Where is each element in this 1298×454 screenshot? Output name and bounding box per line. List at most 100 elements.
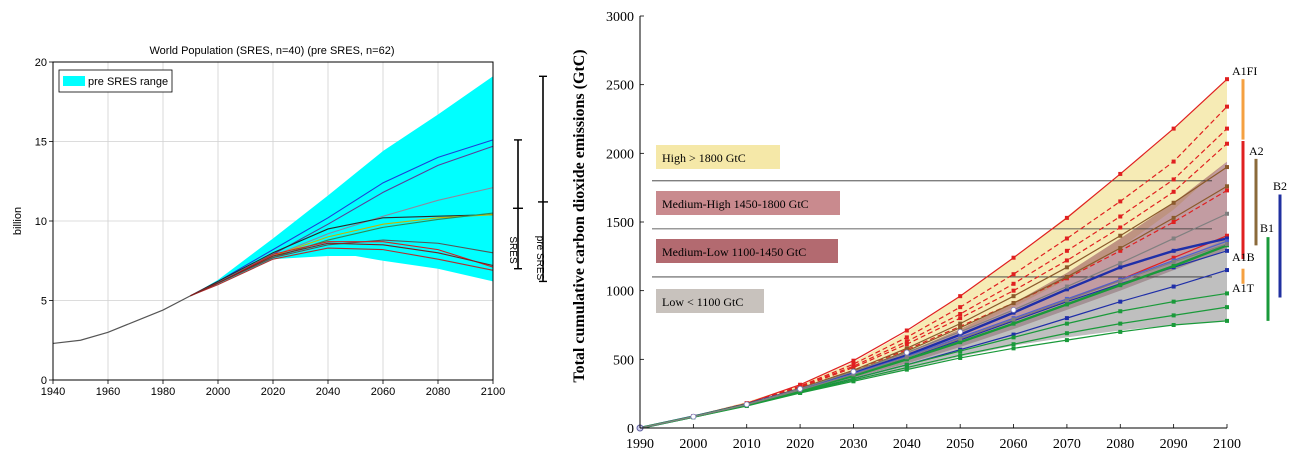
emission-point <box>904 328 909 333</box>
emission-point <box>1011 346 1016 351</box>
population-x-tick-label: 2020 <box>261 386 285 398</box>
emission-point <box>1225 126 1229 131</box>
category-label-low: Low < 1100 GtC <box>656 289 764 313</box>
scenario-label-b2: B2 <box>1273 179 1287 193</box>
category-label-high-text: High > 1800 GtC <box>662 151 746 165</box>
emission-point <box>1225 77 1229 82</box>
emission-point <box>904 346 909 351</box>
scenario-label-a1t: A1T <box>1232 281 1255 295</box>
legend-swatch-pre-sres <box>63 76 85 86</box>
population-x-tick-label: 2060 <box>371 386 395 398</box>
population-y-tick-label: 5 <box>41 296 47 308</box>
emission-point <box>798 390 803 395</box>
population-gridlines <box>53 62 493 380</box>
emission-point <box>1171 236 1176 241</box>
emission-point <box>904 342 909 347</box>
pre-sres-range-band <box>190 76 493 296</box>
emission-point <box>1171 248 1176 253</box>
population-series <box>52 139 494 345</box>
population-x-tick-label: 2080 <box>426 386 450 398</box>
emission-point <box>851 365 856 370</box>
emission-point <box>1118 283 1123 288</box>
emission-point <box>958 294 963 299</box>
emission-point <box>1064 287 1069 292</box>
emission-point <box>1011 281 1016 286</box>
emission-point-open <box>797 385 803 392</box>
emission-point <box>1171 259 1176 264</box>
emission-point <box>1064 298 1069 303</box>
emission-point <box>1064 331 1069 336</box>
emission-series <box>636 77 1229 432</box>
population-series-line <box>190 242 494 297</box>
emission-point <box>1064 265 1069 270</box>
emission-point <box>1171 299 1176 304</box>
emission-point <box>1118 199 1123 204</box>
emission-series-line <box>639 243 1228 429</box>
emissions-x-tick-label: 2020 <box>786 437 814 452</box>
emission-point-open <box>903 349 910 356</box>
emission-point <box>851 358 856 363</box>
emission-point <box>1064 316 1069 321</box>
emission-point <box>1064 321 1069 326</box>
emission-point <box>958 312 963 317</box>
emission-point <box>1225 211 1229 216</box>
emission-point <box>1118 321 1123 326</box>
emission-point <box>1118 225 1123 230</box>
emissions-x-tick-label: 2060 <box>1000 437 1028 452</box>
emission-point <box>1225 141 1229 146</box>
emissions-y-tick-label: 3000 <box>606 10 634 25</box>
emission-point <box>1064 248 1069 253</box>
emission-point <box>1011 332 1016 337</box>
population-legend: pre SRES range <box>58 69 173 93</box>
emissions-y-axis-label: Total cumulative carbon dioxide emission… <box>571 49 588 382</box>
emission-point <box>958 355 963 360</box>
emission-point <box>1011 335 1016 340</box>
emissions-x-tick-label: 2100 <box>1213 437 1241 452</box>
population-x-tick-label: 1980 <box>151 386 175 398</box>
emission-point <box>1064 338 1069 343</box>
emission-point <box>851 379 856 384</box>
category-label-medium-low-text: Medium-Low 1100-1450 GtC <box>662 245 806 259</box>
emission-point <box>1011 317 1016 322</box>
legend-label-pre-sres: pre SRES range <box>88 76 168 88</box>
emission-point <box>1225 188 1229 193</box>
emission-point <box>1171 215 1176 220</box>
emission-point <box>1118 299 1123 304</box>
emission-point <box>958 305 963 310</box>
scenario-label-a1fi: A1FI <box>1232 64 1257 78</box>
population-range-bars: SRES pre SRES <box>507 75 548 283</box>
emission-point <box>1171 159 1176 164</box>
emission-point <box>1011 272 1016 277</box>
emissions-x-tick-label: 2050 <box>946 437 974 452</box>
category-label-high-bg <box>656 145 780 169</box>
emission-point <box>1064 258 1069 263</box>
emission-point <box>958 340 963 345</box>
category-label-low-bg <box>656 289 764 313</box>
emission-point <box>1118 279 1123 284</box>
emission-point <box>958 316 963 321</box>
emission-point <box>1118 309 1123 314</box>
emission-point <box>1118 171 1123 176</box>
emission-point <box>1225 291 1229 296</box>
emission-point <box>1171 255 1176 260</box>
emission-point <box>1011 288 1016 293</box>
population-chart-title: World Population (SRES, n=40) (pre SRES,… <box>150 45 395 57</box>
emission-point <box>1064 215 1069 220</box>
emission-point <box>851 362 856 367</box>
emissions-y-tick-label: 0 <box>627 422 634 437</box>
emissions-chart: 1990 2000 2010 2020 2030 2040 2050 2060 2070 2080… <box>571 10 1287 452</box>
emission-point <box>1225 268 1229 273</box>
emission-point <box>1118 329 1123 334</box>
emissions-x-tick-label: 2030 <box>839 437 867 452</box>
scenario-range-bars: A1FI A2 B2 A1B B1 A1T <box>1232 64 1287 321</box>
scenario-label-a2: A2 <box>1249 144 1264 158</box>
category-label-high: High > 1800 GtC <box>656 145 780 169</box>
emission-point <box>1118 233 1123 238</box>
emission-point-open <box>850 368 857 375</box>
population-series-line <box>190 214 494 297</box>
population-y-tick-label: 10 <box>35 216 47 228</box>
emission-point <box>1225 241 1229 246</box>
emission-point <box>904 335 909 340</box>
emission-point <box>1225 104 1229 109</box>
